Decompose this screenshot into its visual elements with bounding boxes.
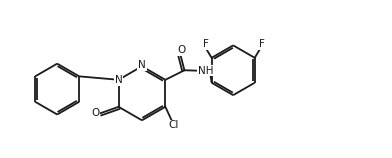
Text: O: O — [177, 45, 185, 55]
Text: O: O — [91, 108, 100, 118]
Text: Cl: Cl — [169, 120, 179, 130]
Text: N: N — [115, 75, 122, 85]
Text: F: F — [259, 39, 265, 49]
Text: F: F — [203, 39, 209, 49]
Text: NH: NH — [198, 66, 214, 76]
Text: N: N — [138, 60, 146, 70]
